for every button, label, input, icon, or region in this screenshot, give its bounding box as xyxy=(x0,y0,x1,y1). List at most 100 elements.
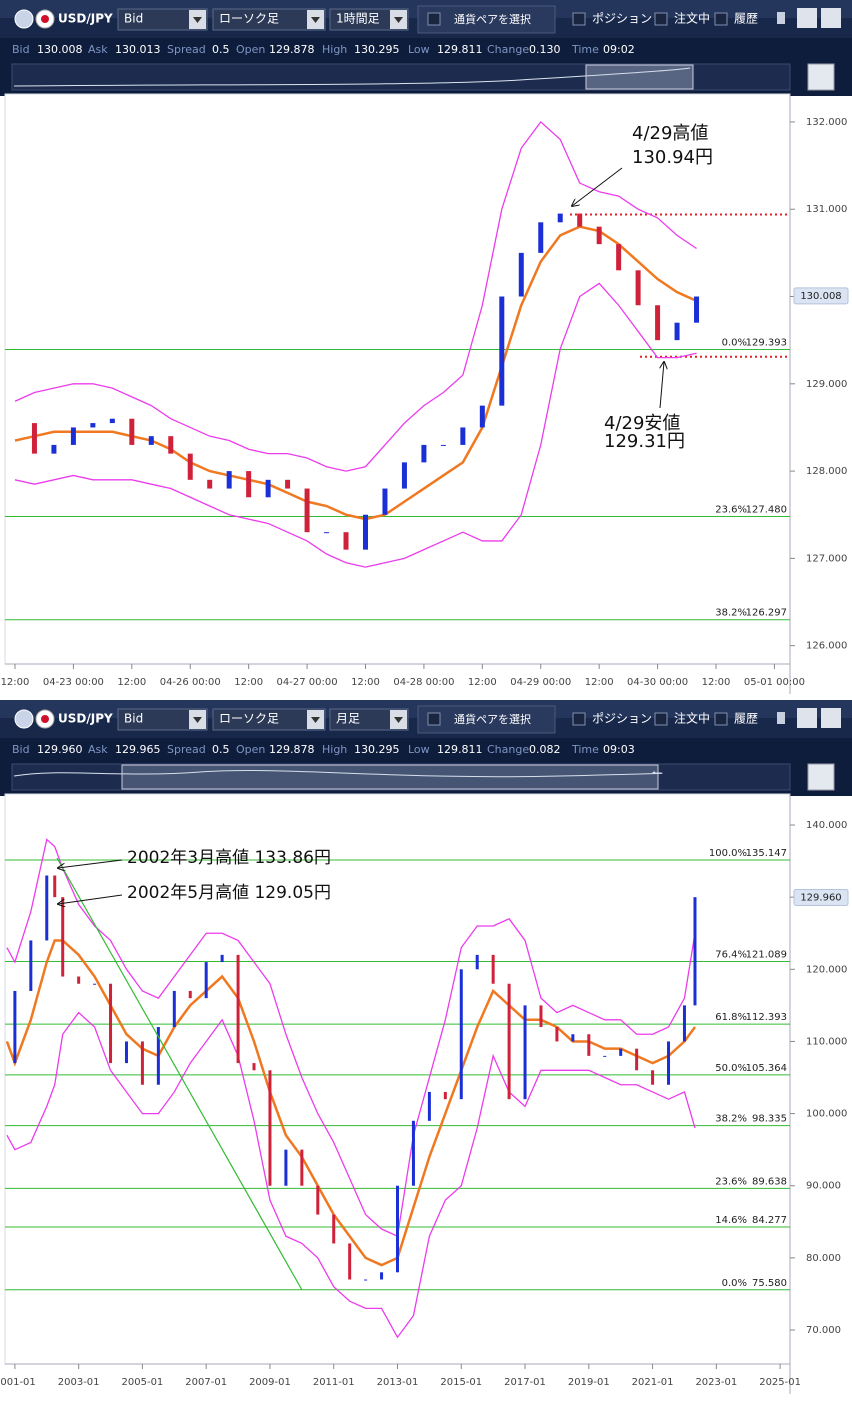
candle xyxy=(265,479,271,498)
settings-button[interactable] xyxy=(797,8,817,28)
candle xyxy=(109,983,113,1064)
navigator[interactable] xyxy=(11,63,791,91)
checkbox-label: 履歴 xyxy=(734,12,758,26)
fib-level-pct: 61.8% xyxy=(715,1012,747,1023)
dropdown[interactable] xyxy=(117,8,208,31)
x-tick-label: 04-28 00:00 xyxy=(393,677,454,688)
candle xyxy=(284,1149,288,1186)
candle xyxy=(411,1120,415,1186)
candle xyxy=(148,436,154,445)
pair-button-label: 通貨ペアを選択 xyxy=(454,712,531,726)
dropdown-arrow xyxy=(311,17,320,23)
candle xyxy=(109,418,115,424)
checkbox xyxy=(427,712,441,726)
candle xyxy=(694,296,700,323)
quote-value: 129.811 xyxy=(437,743,483,756)
checkbox-label: 注文中 xyxy=(674,11,710,26)
x-tick-label: 2011-01 xyxy=(313,1377,355,1388)
x-tick-label: 12:00 xyxy=(234,677,263,688)
candle xyxy=(124,1041,128,1064)
quote-value: 09:03 xyxy=(603,743,635,756)
candle xyxy=(693,897,697,1006)
settings-button[interactable] xyxy=(797,708,817,728)
y-tick-label: 132.000 xyxy=(806,117,847,128)
dropdown[interactable] xyxy=(117,708,208,731)
checkbox[interactable] xyxy=(654,712,668,726)
dropdown[interactable] xyxy=(212,8,326,31)
flag-us xyxy=(14,9,34,29)
candle xyxy=(220,954,224,963)
quote-value: 129.811 xyxy=(437,43,483,56)
quote-value: 129.965 xyxy=(115,743,161,756)
candle xyxy=(168,436,174,454)
arrow xyxy=(58,894,123,904)
fib-level-pct: 23.6% xyxy=(715,1176,747,1187)
candle xyxy=(236,954,240,1064)
candle xyxy=(596,226,602,245)
x-tick-label: 12:00 xyxy=(702,677,731,688)
quote-value: 0.5 xyxy=(212,43,230,56)
checkbox[interactable] xyxy=(572,712,586,726)
candle xyxy=(324,532,330,534)
x-tick-label: 2003-01 xyxy=(58,1377,100,1388)
x-tick-label: 2005-01 xyxy=(122,1377,164,1388)
x-tick-label: 2017-01 xyxy=(504,1377,546,1388)
checkbox[interactable] xyxy=(714,12,728,26)
dropdown-arrow xyxy=(193,17,202,23)
candle xyxy=(460,427,466,445)
checkbox[interactable] xyxy=(714,712,728,726)
dropdown-value: 月足 xyxy=(336,712,360,726)
candle xyxy=(401,462,407,489)
candle xyxy=(207,479,213,489)
candle xyxy=(555,1027,559,1042)
candle xyxy=(380,1272,384,1280)
quote-value: 130.013 xyxy=(115,43,161,56)
dropdown-value: 1時間足 xyxy=(336,12,380,26)
fib-level-value: 75.580 xyxy=(752,1278,787,1289)
flag-jp-dot xyxy=(41,15,49,23)
checkbox xyxy=(427,12,441,26)
quote-value: 0.5 xyxy=(212,743,230,756)
candle xyxy=(587,1034,591,1056)
candle xyxy=(343,532,349,550)
menu-icon[interactable] xyxy=(777,712,785,724)
annotation: 130.94円 xyxy=(632,147,713,168)
menu-icon[interactable] xyxy=(777,12,785,24)
candle xyxy=(507,983,511,1100)
zoom-button[interactable] xyxy=(807,63,835,91)
plot-area xyxy=(4,93,791,665)
popout-button[interactable] xyxy=(821,8,841,28)
quote-value: 130.295 xyxy=(354,743,400,756)
x-tick-label: 2013-01 xyxy=(377,1377,419,1388)
candle xyxy=(396,1185,399,1273)
navigator[interactable] xyxy=(11,763,791,791)
dropdown-arrow xyxy=(394,17,403,23)
trend-line xyxy=(56,857,303,1291)
candle xyxy=(443,1091,447,1100)
popout-button[interactable] xyxy=(821,708,841,728)
plot xyxy=(5,838,790,1339)
quote-value: 129.960 xyxy=(37,743,83,756)
checkbox[interactable] xyxy=(572,12,586,26)
zoom-button[interactable] xyxy=(807,763,835,791)
x-tick-label: 05-01 00:00 xyxy=(744,677,805,688)
y-tick-label: 120.000 xyxy=(806,964,847,975)
fib-level-pct: 50.0% xyxy=(715,1063,747,1074)
x-tick-label: 2015-01 xyxy=(440,1377,482,1388)
fib-level-value: 112.393 xyxy=(746,1012,787,1023)
checkbox[interactable] xyxy=(654,12,668,26)
pair-button[interactable] xyxy=(417,705,556,734)
checkbox-label: 履歴 xyxy=(734,712,758,726)
candle xyxy=(285,479,291,489)
navigator-window[interactable] xyxy=(585,64,694,90)
y-tick-label: 90.000 xyxy=(806,1181,841,1192)
pair-button[interactable] xyxy=(417,5,556,34)
quote-label: Ask xyxy=(88,743,108,756)
dropdown[interactable] xyxy=(329,708,409,731)
dropdown[interactable] xyxy=(212,708,326,731)
candle xyxy=(188,990,192,999)
dropdown[interactable] xyxy=(329,8,409,31)
bollinger-band xyxy=(14,282,697,568)
navigator-window[interactable] xyxy=(121,764,659,790)
annotation: 4/29高値 xyxy=(632,123,708,144)
